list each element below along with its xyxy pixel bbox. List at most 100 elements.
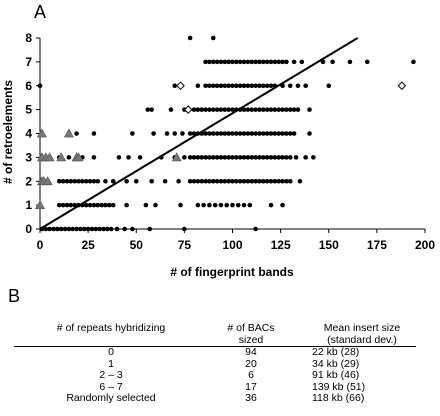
data-point [191,178,197,184]
data-point [110,178,116,184]
table-row: 0 94 22 kb (28) [14,346,416,359]
data-point [101,226,106,232]
data-point [253,107,258,112]
data-point [320,59,326,65]
triangle-point [63,128,74,138]
data-point [230,59,235,65]
data-point [276,155,282,160]
data-point [207,131,212,136]
data-point [210,155,216,160]
data-point [66,226,72,232]
data-point [182,155,187,160]
y-tick-label: 2 [25,174,32,188]
data-point [64,178,70,184]
diamond-point [183,105,193,114]
data-point [164,131,170,136]
y-tick-label: 4 [25,127,32,141]
data-point [81,226,87,232]
data-point [178,202,183,208]
data-point [284,59,289,65]
data-point [261,131,266,136]
data-point [326,83,332,89]
data-point [203,59,208,65]
data-point [287,178,293,184]
data-point [276,131,282,136]
data-point [107,202,112,208]
data-point [222,131,228,136]
data-point [97,226,102,232]
data-point [268,202,274,208]
data-point [162,178,168,184]
data-point [207,155,212,160]
data-point [143,202,149,208]
data-point [60,202,66,208]
data-point [330,59,335,65]
data-point [95,178,101,184]
data-point [56,178,62,184]
x-tick-label: 75 [178,238,192,252]
data-point [280,107,285,112]
data-point [149,107,154,112]
data-point [287,107,293,112]
data-point [218,131,224,136]
data-point [47,226,52,232]
table-row: 1 20 34 kb (29) [14,357,416,371]
data-point [261,178,266,184]
data-point [91,178,97,184]
data-point [303,155,308,160]
data-point [203,83,208,89]
x-tick-label: 200 [415,238,435,252]
cell-insert-size: 91 kb (46) [312,369,360,382]
data-point [222,83,228,89]
data-point [249,131,255,136]
data-point [70,226,76,232]
data-point [218,107,224,112]
data-point [126,155,131,160]
data-point [72,202,77,208]
data-point [103,178,108,184]
diamond-point [397,81,407,91]
panel-b-label: B [8,286,21,306]
x-tick-label: 175 [367,238,387,252]
data-point [253,155,258,160]
data-point [280,131,285,136]
data-point [87,178,93,184]
data-point [241,107,247,112]
data-point [68,202,74,208]
x-tick-label: 100 [222,238,242,252]
data-point [56,202,62,208]
data-point [241,59,247,65]
triangle-point [44,152,55,162]
data-point [203,131,208,136]
data-point [257,131,262,136]
triangle-point [36,128,47,138]
data-point [210,59,216,65]
data-point [230,202,235,208]
data-point [261,155,266,160]
table-row: Randomly selected 36 118 kb (66) [14,393,416,405]
data-point [103,202,108,208]
data-point [303,83,308,89]
y-tick-label: 7 [25,55,32,69]
cell-repeats: 2 – 3 [99,369,123,382]
data-point [287,83,293,89]
data-point [241,131,247,136]
data-point [226,178,231,184]
data-point [110,202,116,208]
data-point [272,59,278,65]
data-point [60,178,66,184]
data-point [268,107,274,112]
data-point [226,83,231,89]
cell-insert-size: 34 kb (29) [312,357,360,370]
data-point [249,155,255,160]
data-point [230,107,235,112]
data-point [222,155,228,160]
data-point [116,155,122,160]
data-point [85,226,91,232]
data-point [253,131,258,136]
y-tick-label: 3 [25,150,32,164]
data-point [203,155,208,160]
data-point [64,202,70,208]
data-point [203,107,208,112]
insert-size-table: # of repeats hybridizing # of BACs sized… [14,322,416,405]
